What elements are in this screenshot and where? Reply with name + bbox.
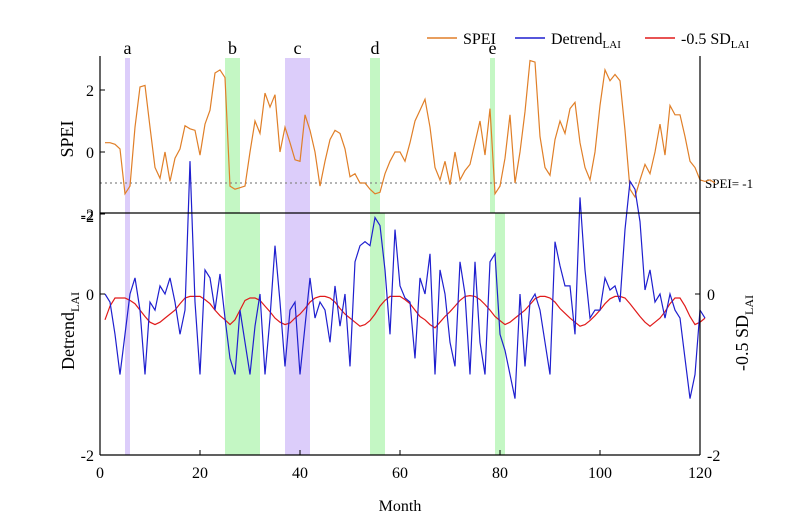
legend: SPEI DetrendLAI -0.5 SDLAI bbox=[427, 31, 749, 51]
x-tick-label: 60 bbox=[392, 465, 408, 482]
x-tick-label: 80 bbox=[492, 465, 508, 482]
bottom-left-y-tick-label: 0 bbox=[86, 287, 94, 304]
spei-line bbox=[105, 59, 716, 199]
top-event-band bbox=[285, 58, 310, 213]
bottom-right-y-tick-label: -2 bbox=[707, 448, 720, 465]
top-y-axis-label: SPEI bbox=[57, 120, 77, 157]
top-event-band bbox=[490, 58, 495, 213]
x-tick-label: 100 bbox=[588, 465, 612, 482]
legend-label-spei: SPEI bbox=[463, 31, 496, 48]
x-ticks: 0 20 40 60 80 100 120 bbox=[96, 450, 712, 482]
threshold-label: SPEI= -1 bbox=[705, 176, 753, 191]
top-event-band bbox=[225, 58, 240, 213]
top-event-band bbox=[125, 58, 130, 213]
x-tick-label: 0 bbox=[96, 465, 104, 482]
legend-label-detrend: DetrendLAI bbox=[551, 31, 621, 51]
top-y-ticks: -2 0 2 bbox=[81, 83, 105, 224]
top-event-band bbox=[370, 58, 380, 213]
bottom-event-bands bbox=[125, 213, 505, 455]
bottom-right-y-tick-label: 0 bbox=[707, 287, 715, 304]
bottom-y-axis-label: DetrendLAI bbox=[58, 292, 82, 370]
x-tick-label: 120 bbox=[688, 465, 712, 482]
bottom-left-y-top-tick-label: -2 bbox=[81, 209, 94, 226]
top-event-bands bbox=[125, 58, 495, 213]
bottom-event-band bbox=[125, 213, 130, 455]
sd-lai-line bbox=[104, 294, 706, 329]
event-label: e bbox=[489, 38, 497, 58]
x-tick-label: 40 bbox=[292, 465, 308, 482]
bottom-left-y-tick-label: -2 bbox=[81, 448, 94, 465]
top-y-tick-label: 0 bbox=[86, 145, 94, 162]
top-y-tick-label: 2 bbox=[86, 83, 94, 100]
event-label: a bbox=[124, 38, 132, 58]
legend-label-sd: -0.5 SDLAI bbox=[681, 31, 749, 51]
bottom-event-band bbox=[370, 213, 385, 455]
bottom-y-ticks: -2 0 -2 -2 0 bbox=[81, 209, 721, 465]
top-y-tick-label: -2 bbox=[81, 207, 94, 224]
bottom-right-axis-label: -0.5 SDLAI bbox=[732, 295, 756, 371]
x-tick-label: 20 bbox=[192, 465, 208, 482]
event-label: c bbox=[294, 38, 302, 58]
event-label: b bbox=[228, 38, 237, 58]
detrend-lai-line bbox=[104, 161, 706, 399]
event-label: d bbox=[371, 38, 380, 58]
x-axis-label: Month bbox=[379, 498, 422, 515]
top-event-labels: a b c d e bbox=[124, 38, 497, 58]
